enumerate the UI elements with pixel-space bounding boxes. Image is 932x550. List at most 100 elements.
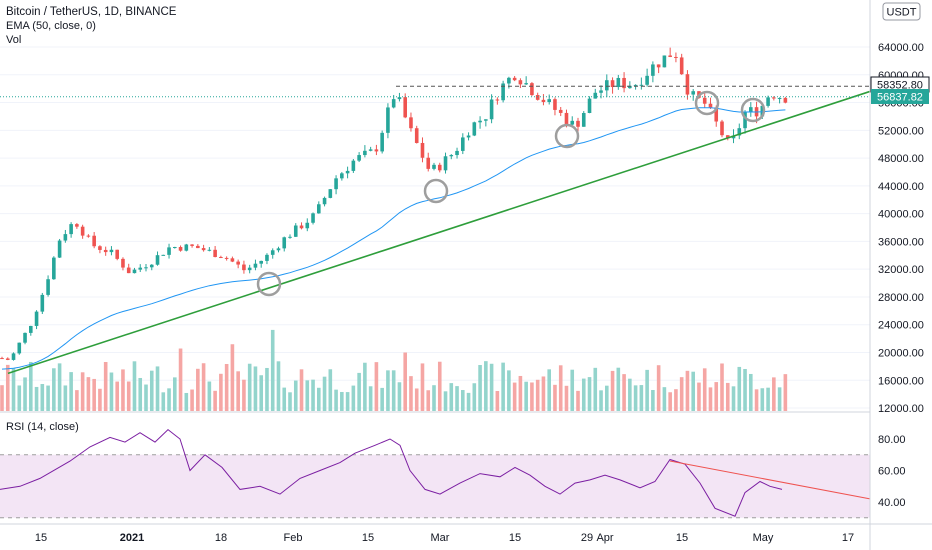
candle-body[interactable] xyxy=(616,77,621,88)
candle-body[interactable] xyxy=(52,257,56,280)
touch-circle[interactable] xyxy=(740,97,766,123)
candle-body[interactable] xyxy=(178,247,183,251)
candle-body[interactable] xyxy=(29,325,33,333)
candle-body[interactable] xyxy=(743,112,747,129)
candle-body[interactable] xyxy=(219,257,223,259)
candle-body[interactable] xyxy=(224,257,229,259)
candle-body[interactable] xyxy=(489,99,494,120)
candle-body[interactable] xyxy=(656,64,661,68)
candle-body[interactable] xyxy=(749,107,753,113)
candle-body[interactable] xyxy=(547,99,551,103)
candle-body[interactable] xyxy=(328,189,333,198)
candle-body[interactable] xyxy=(720,121,724,136)
candle-body[interactable] xyxy=(69,224,73,235)
candle-body[interactable] xyxy=(461,137,465,151)
candle-body[interactable] xyxy=(288,236,292,238)
candle-body[interactable] xyxy=(11,353,16,360)
candle-body[interactable] xyxy=(564,112,569,125)
candle-body[interactable] xyxy=(397,97,402,100)
candles[interactable] xyxy=(0,47,788,361)
candle-body[interactable] xyxy=(242,264,246,271)
candle-body[interactable] xyxy=(466,135,471,138)
candle-body[interactable] xyxy=(777,98,782,100)
candle-body[interactable] xyxy=(599,90,603,93)
candle-body[interactable] xyxy=(322,197,327,205)
candle-body[interactable] xyxy=(449,155,454,157)
candle-body[interactable] xyxy=(86,235,91,237)
candle-body[interactable] xyxy=(639,84,644,86)
candle-body[interactable] xyxy=(576,120,580,127)
candle-body[interactable] xyxy=(668,55,672,57)
candle-body[interactable] xyxy=(103,249,108,253)
candle-body[interactable] xyxy=(196,245,200,249)
candle-body[interactable] xyxy=(409,117,413,129)
candle-body[interactable] xyxy=(714,107,719,122)
candle-body[interactable] xyxy=(386,107,390,133)
candle-body[interactable] xyxy=(512,77,517,81)
candle-body[interactable] xyxy=(645,75,649,85)
candle-body[interactable] xyxy=(357,155,361,161)
candle-body[interactable] xyxy=(380,132,384,152)
candle-body[interactable] xyxy=(98,246,102,250)
candle-body[interactable] xyxy=(121,258,125,268)
candle-body[interactable] xyxy=(725,135,730,139)
candle-body[interactable] xyxy=(363,150,367,156)
candle-body[interactable] xyxy=(581,113,586,127)
candle-body[interactable] xyxy=(144,267,148,269)
candle-body[interactable] xyxy=(708,103,713,108)
candle-body[interactable] xyxy=(691,91,695,95)
candle-body[interactable] xyxy=(426,157,431,169)
time-axis-labels[interactable]: 15 2021 18 Feb 15 Mar 15 29 Apr 15 May 17 xyxy=(35,532,854,544)
candle-body[interactable] xyxy=(40,294,45,312)
candle-body[interactable] xyxy=(317,204,321,214)
candle-body[interactable] xyxy=(495,99,500,101)
candle-body[interactable] xyxy=(126,267,131,274)
candle-body[interactable] xyxy=(311,213,315,223)
candle-body[interactable] xyxy=(80,226,85,236)
candle-body[interactable] xyxy=(478,120,482,123)
candle-body[interactable] xyxy=(230,258,235,262)
candle-body[interactable] xyxy=(167,247,171,255)
rsi-divergence-line[interactable] xyxy=(669,460,871,500)
currency-badge[interactable] xyxy=(882,2,921,21)
candle-body[interactable] xyxy=(23,332,27,343)
candle-body[interactable] xyxy=(265,254,269,261)
candle-body[interactable] xyxy=(605,80,609,91)
touch-circle[interactable] xyxy=(423,178,449,204)
last-price-tag[interactable] xyxy=(871,89,929,104)
candle-body[interactable] xyxy=(109,249,114,253)
candle-body[interactable] xyxy=(633,84,638,86)
candle-body[interactable] xyxy=(207,249,212,251)
candle-body[interactable] xyxy=(201,248,206,251)
symbol-title[interactable]: Bitcoin / TetherUS, 1D, BINANCE xyxy=(6,6,177,18)
candle-body[interactable] xyxy=(553,99,557,110)
candle-body[interactable] xyxy=(587,98,592,114)
candle-body[interactable] xyxy=(236,261,240,265)
candle-body[interactable] xyxy=(276,248,281,251)
candle-body[interactable] xyxy=(541,99,546,103)
candle-body[interactable] xyxy=(628,85,632,89)
candle-body[interactable] xyxy=(472,122,477,136)
candle-body[interactable] xyxy=(46,279,50,295)
candle-body[interactable] xyxy=(63,234,68,241)
candle-body[interactable] xyxy=(253,263,258,268)
candle-body[interactable] xyxy=(190,244,194,246)
candle-body[interactable] xyxy=(507,77,511,84)
candle-body[interactable] xyxy=(530,83,534,96)
touch-circles[interactable] xyxy=(256,90,766,297)
candle-body[interactable] xyxy=(622,77,626,89)
touch-circle[interactable] xyxy=(256,271,282,297)
candle-body[interactable] xyxy=(484,119,488,121)
candle-body[interactable] xyxy=(737,128,742,136)
candle-body[interactable] xyxy=(0,358,4,360)
candle-body[interactable] xyxy=(75,224,79,227)
candle-body[interactable] xyxy=(270,250,275,255)
candle-body[interactable] xyxy=(679,57,684,75)
candle-body[interactable] xyxy=(334,178,338,190)
touch-circle[interactable] xyxy=(694,90,720,116)
candle-body[interactable] xyxy=(173,247,177,249)
candle-body[interactable] xyxy=(593,92,598,99)
rsi-legend[interactable]: RSI (14, close) xyxy=(6,421,79,433)
candle-body[interactable] xyxy=(17,342,22,354)
